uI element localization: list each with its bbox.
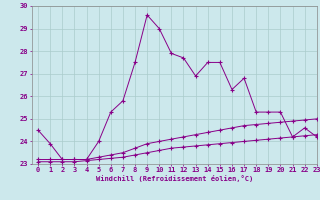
X-axis label: Windchill (Refroidissement éolien,°C): Windchill (Refroidissement éolien,°C): [96, 175, 253, 182]
